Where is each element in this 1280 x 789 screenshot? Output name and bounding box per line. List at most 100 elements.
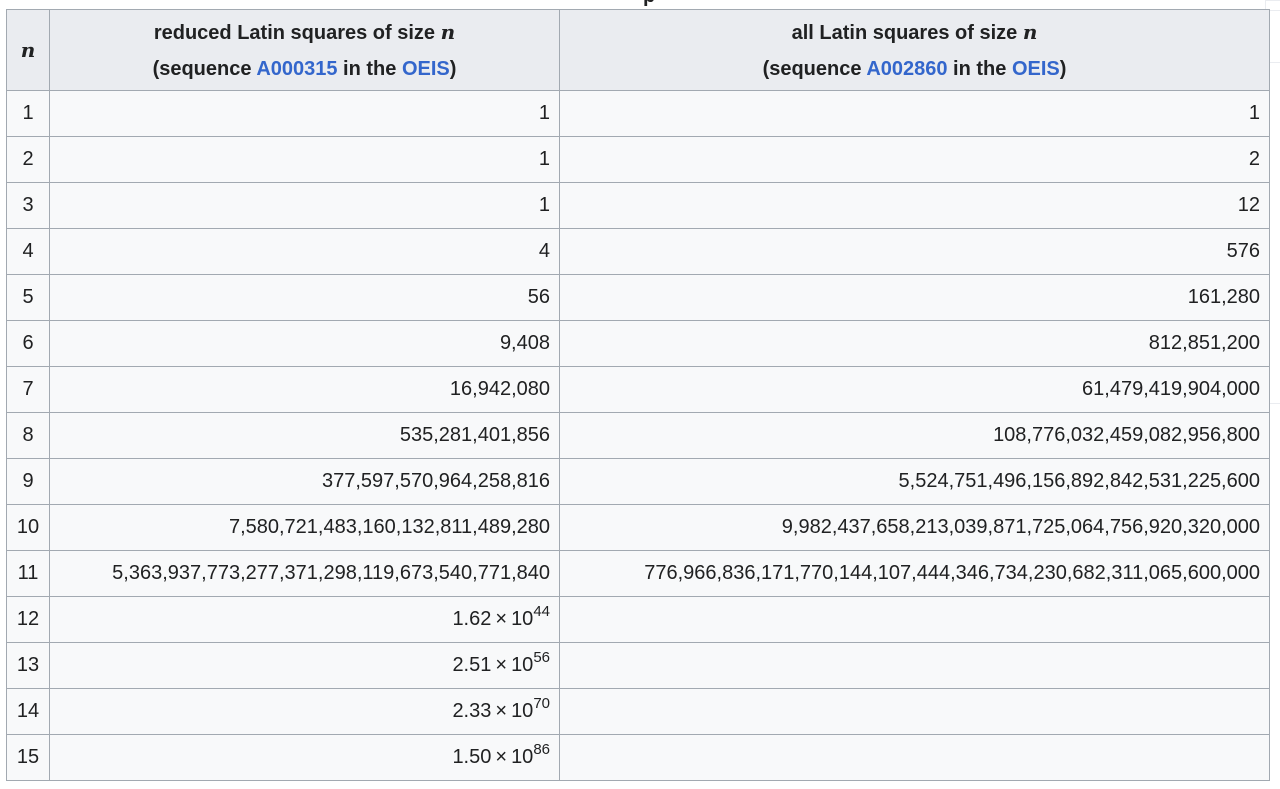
table-row: 13 2.51 × 1056 bbox=[6, 642, 1270, 689]
header-reduced: reduced Latin squares of size n (sequenc… bbox=[49, 9, 560, 91]
seq-suffix: ) bbox=[1059, 57, 1067, 80]
n-cell: 1 bbox=[6, 90, 50, 137]
all-count-cell bbox=[559, 596, 1270, 643]
n-cell: 6 bbox=[6, 320, 50, 367]
n-cell: 3 bbox=[6, 182, 50, 229]
approx-exponent: 44 bbox=[533, 603, 550, 620]
approx-base: 10 bbox=[511, 608, 534, 630]
reduced-count-cell: 2.33 × 1070 bbox=[49, 688, 560, 735]
table-row: 7 16,942,080 61,479,419,904,000 bbox=[6, 366, 1270, 413]
n-cell: 9 bbox=[6, 458, 50, 505]
table-row: 3 1 12 bbox=[6, 182, 1270, 229]
approx-mantissa: 2.33 bbox=[452, 700, 492, 722]
table-row: 11 5,363,937,773,277,371,298,119,673,540… bbox=[6, 550, 1270, 597]
reduced-count-cell: 16,942,080 bbox=[49, 366, 560, 413]
all-count-cell: 576 bbox=[559, 228, 1270, 275]
all-count-cell: 812,851,200 bbox=[559, 320, 1270, 367]
seq-mid: in the bbox=[337, 57, 402, 80]
table-row: 12 1.62 × 1044 bbox=[6, 596, 1270, 643]
n-cell: 12 bbox=[6, 596, 50, 643]
reduced-count-cell: 1 bbox=[49, 182, 560, 229]
n-variable: n bbox=[1022, 19, 1038, 44]
header-row: n reduced Latin squares of size n (seque… bbox=[6, 9, 1270, 91]
reduced-count-cell: 1 bbox=[49, 136, 560, 183]
all-count-cell: 9,982,437,658,213,039,871,725,064,756,92… bbox=[559, 504, 1270, 551]
n-variable: n bbox=[20, 37, 36, 62]
table-row: 10 7,580,721,483,160,132,811,489,280 9,9… bbox=[6, 504, 1270, 551]
table-header: n reduced Latin squares of size n (seque… bbox=[6, 9, 1270, 91]
all-count-cell bbox=[559, 734, 1270, 781]
all-count-cell: 12 bbox=[559, 182, 1270, 229]
approx-base: 10 bbox=[511, 654, 534, 676]
n-cell: 14 bbox=[6, 688, 50, 735]
table-row: 6 9,408 812,851,200 bbox=[6, 320, 1270, 367]
n-cell: 10 bbox=[6, 504, 50, 551]
reduced-count-cell: 535,281,401,856 bbox=[49, 412, 560, 459]
n-cell: 2 bbox=[6, 136, 50, 183]
times-sign: × bbox=[495, 608, 508, 630]
latin-squares-table: n reduced Latin squares of size n (seque… bbox=[6, 9, 1270, 781]
times-sign: × bbox=[495, 700, 508, 722]
reduced-count-cell: 377,597,570,964,258,816 bbox=[49, 458, 560, 505]
table-body: 1 1 1 2 1 2 3 1 12 4 4 576 5 56 161,280 … bbox=[6, 90, 1270, 781]
all-count-cell bbox=[559, 642, 1270, 689]
all-count-cell: 2 bbox=[559, 136, 1270, 183]
reduced-count-cell: 56 bbox=[49, 274, 560, 321]
reduced-count-cell: 7,580,721,483,160,132,811,489,280 bbox=[49, 504, 560, 551]
reduced-count-cell: 9,408 bbox=[49, 320, 560, 367]
n-variable: n bbox=[440, 19, 456, 44]
approx-mantissa: 2.51 bbox=[452, 654, 492, 676]
header-n: n bbox=[6, 9, 50, 91]
approx-exponent: 70 bbox=[533, 695, 550, 712]
approx-base: 10 bbox=[511, 700, 534, 722]
times-sign: × bbox=[495, 654, 508, 676]
table-row: 5 56 161,280 bbox=[6, 274, 1270, 321]
table-row: 1 1 1 bbox=[6, 90, 1270, 137]
reduced-count-cell: 4 bbox=[49, 228, 560, 275]
table-row: 8 535,281,401,856 108,776,032,459,082,95… bbox=[6, 412, 1270, 459]
n-cell: 11 bbox=[6, 550, 50, 597]
header-all: all Latin squares of size n (sequence A0… bbox=[559, 9, 1270, 91]
header-reduced-title: reduced Latin squares of size bbox=[153, 21, 441, 44]
all-count-cell: 5,524,751,496,156,892,842,531,225,600 bbox=[559, 458, 1270, 505]
reduced-count-cell: 1.50 × 1086 bbox=[49, 734, 560, 781]
seq-suffix: ) bbox=[449, 57, 457, 80]
side-panel-tab bbox=[1265, 0, 1280, 11]
oeis-sequence-link-a000315[interactable]: A000315 bbox=[256, 57, 338, 80]
all-count-cell: 108,776,032,459,082,956,800 bbox=[559, 412, 1270, 459]
oeis-sequence-link-a002860[interactable]: A002860 bbox=[866, 57, 948, 80]
reduced-count-cell: 5,363,937,773,277,371,298,119,673,540,77… bbox=[49, 550, 560, 597]
times-sign: × bbox=[495, 746, 508, 768]
seq-mid: in the bbox=[947, 57, 1012, 80]
approx-mantissa: 1.50 bbox=[452, 746, 492, 768]
table-row: 4 4 576 bbox=[6, 228, 1270, 275]
all-count-cell: 1 bbox=[559, 90, 1270, 137]
all-count-cell: 776,966,836,171,770,144,107,444,346,734,… bbox=[559, 550, 1270, 597]
approx-exponent: 86 bbox=[533, 741, 550, 758]
table-row: 2 1 2 bbox=[6, 136, 1270, 183]
reduced-count-cell: 2.51 × 1056 bbox=[49, 642, 560, 689]
oeis-link[interactable]: OEIS bbox=[1011, 57, 1060, 80]
n-cell: 8 bbox=[6, 412, 50, 459]
table-row: 14 2.33 × 1070 bbox=[6, 688, 1270, 735]
table-row: 9 377,597,570,964,258,816 5,524,751,496,… bbox=[6, 458, 1270, 505]
n-cell: 7 bbox=[6, 366, 50, 413]
all-count-cell bbox=[559, 688, 1270, 735]
seq-prefix: (sequence bbox=[762, 57, 867, 80]
n-cell: 15 bbox=[6, 734, 50, 781]
approx-mantissa: 1.62 bbox=[452, 608, 492, 630]
approx-base: 10 bbox=[511, 746, 534, 768]
all-count-cell: 161,280 bbox=[559, 274, 1270, 321]
seq-prefix: (sequence bbox=[152, 57, 257, 80]
n-cell: 5 bbox=[6, 274, 50, 321]
reduced-count-cell: 1 bbox=[49, 90, 560, 137]
table-caption-fragment: p bbox=[643, 0, 655, 6]
reduced-count-cell: 1.62 × 1044 bbox=[49, 596, 560, 643]
all-count-cell: 61,479,419,904,000 bbox=[559, 366, 1270, 413]
n-cell: 13 bbox=[6, 642, 50, 689]
n-cell: 4 bbox=[6, 228, 50, 275]
oeis-link[interactable]: OEIS bbox=[401, 57, 450, 80]
header-all-title: all Latin squares of size bbox=[791, 21, 1023, 44]
approx-exponent: 56 bbox=[533, 649, 550, 666]
table-row: 15 1.50 × 1086 bbox=[6, 734, 1270, 781]
